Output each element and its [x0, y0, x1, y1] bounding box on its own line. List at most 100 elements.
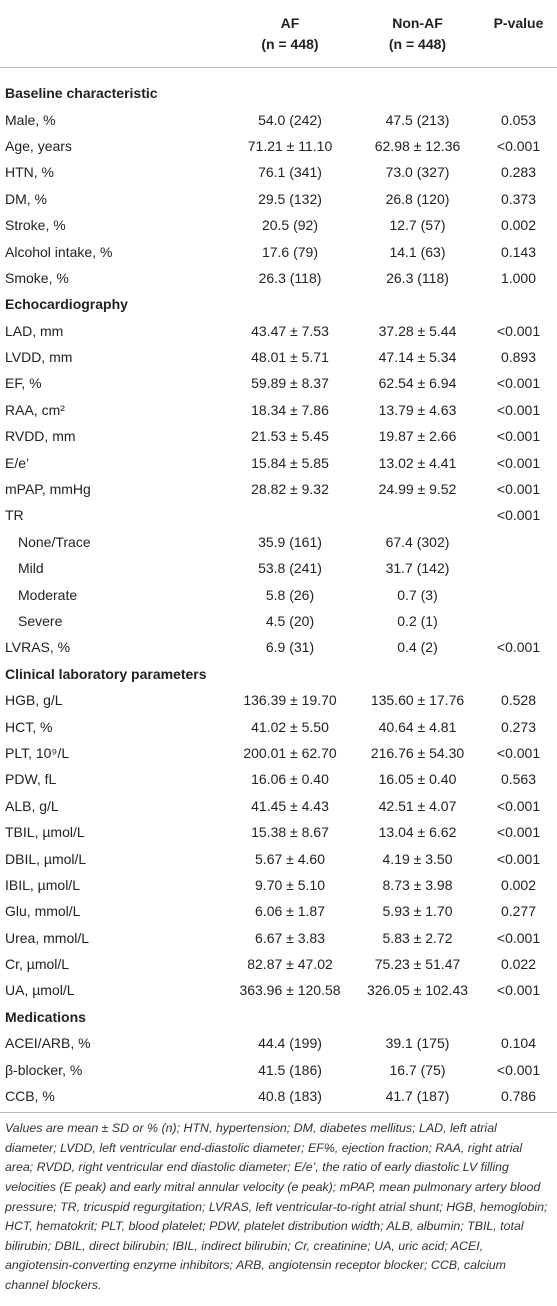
cell: 17.6 (79) — [261, 243, 319, 260]
column-sub: (n = 448) — [388, 35, 447, 52]
cell: 31.7 (142) — [385, 560, 450, 577]
cell: 9.70 ± 5.10 — [255, 876, 325, 893]
cell: <0.001 — [496, 982, 541, 999]
table-row: HTN, % 76.1 (341) 73.0 (327) 0.283 — [0, 159, 557, 185]
table-row: HCT, % 41.02 ± 5.50 40.64 ± 4.81 0.273 — [0, 713, 557, 739]
cell: 47.14 ± 5.34 — [378, 349, 457, 366]
cell: 5.83 ± 2.72 — [382, 929, 453, 946]
table-row: DM, % 29.5 (132) 26.8 (120) 0.373 — [0, 186, 557, 212]
cell: 326.05 ± 102.43 — [366, 982, 469, 999]
table-row: β-blocker, % 41.5 (186) 16.7 (75) <0.001 — [0, 1056, 557, 1082]
row-label: HCT, % — [5, 718, 53, 735]
cell: 26.3 (118) — [258, 269, 322, 286]
cell: 75.23 ± 51.47 — [374, 956, 461, 973]
cell: 1.000 — [500, 269, 537, 286]
cell: 44.4 (199) — [258, 1035, 322, 1052]
header-row: AF (n = 448) Non-AF (n = 448) P-value — [0, 0, 557, 68]
cell: 0.563 — [500, 771, 537, 788]
table-row: Male, % 54.0 (242) 47.5 (213) 0.053 — [0, 106, 557, 132]
data-table: AF (n = 448) Non-AF (n = 448) P-value Base… — [0, 0, 557, 1114]
cell: 37.28 ± 5.44 — [378, 322, 457, 339]
cell: <0.001 — [496, 137, 541, 154]
table-row: Stroke, % 20.5 (92) 12.7 (57) 0.002 — [0, 212, 557, 238]
table-row: EF, % 59.89 ± 8.37 62.54 ± 6.94 <0.001 — [0, 370, 557, 396]
cell: 5.93 ± 1.70 — [382, 903, 453, 920]
cell: 16.05 ± 0.40 — [378, 771, 457, 788]
cell: 14.1 (63) — [389, 243, 446, 260]
cell: 20.5 (92) — [261, 217, 319, 234]
row-label: ALB, g/L — [5, 797, 59, 814]
cell: 0.786 — [480, 1082, 557, 1114]
table-row: RVDD, mm 21.53 ± 5.45 19.87 ± 2.66 <0.001 — [0, 423, 557, 449]
row-label: IBIL, µmol/L — [5, 876, 80, 893]
cell: 15.84 ± 5.85 — [251, 454, 329, 471]
cell — [480, 529, 557, 555]
cell: 0.277 — [500, 903, 537, 920]
table-row: RAA, cm² 18.34 ± 7.86 13.79 ± 4.63 <0.001 — [0, 397, 557, 423]
cell: 29.5 (132) — [258, 190, 322, 207]
table-row: PDW, fL 16.06 ± 0.40 16.05 ± 0.40 0.563 — [0, 766, 557, 792]
cell: 15.38 ± 8.67 — [251, 824, 329, 841]
cell: 0.053 — [500, 111, 537, 128]
section-row: Clinical laboratory parameters — [0, 661, 557, 687]
row-label: LVRAS, % — [5, 639, 71, 656]
table-row: PLT, 10⁹/L 200.01 ± 62.70 216.76 ± 54.30 <0… — [0, 740, 557, 766]
cell: 136.39 ± 19.70 — [243, 692, 337, 709]
cell: 12.7 (57) — [389, 217, 446, 234]
cell: <0.001 — [496, 322, 541, 339]
table-row: mPAP, mmHg 28.82 ± 9.32 24.99 ± 9.52 <0.001 — [0, 476, 557, 502]
table-row: Glu, mmol/L 6.06 ± 1.87 5.93 ± 1.70 0.277 — [0, 898, 557, 924]
row-label: Alcohol intake, % — [5, 243, 113, 260]
row-label: TBIL, µmol/L — [5, 824, 85, 841]
cell: <0.001 — [496, 797, 541, 814]
cell: 0.022 — [500, 956, 537, 973]
table-header: AF (n = 448) Non-AF (n = 448) P-value — [0, 0, 557, 68]
cell: <0.001 — [496, 481, 541, 498]
cell: <0.001 — [496, 824, 541, 841]
cell: 0.002 — [500, 876, 537, 893]
cell: 62.54 ± 6.94 — [378, 375, 457, 392]
row-label: β-blocker, % — [5, 1061, 83, 1078]
cell: 16.7 (75) — [389, 1061, 446, 1078]
cell: 5.67 ± 4.60 — [255, 850, 325, 867]
cell: 0.104 — [500, 1035, 537, 1052]
cell: 39.1 (175) — [385, 1035, 450, 1052]
footnote: Values are mean ± SD or % (n); HTN, hype… — [5, 1121, 548, 1292]
table-row: HGB, g/L 136.39 ± 19.70 135.60 ± 17.76 0.52… — [0, 687, 557, 713]
column-name: Non-AF — [392, 14, 443, 31]
table-row: Urea, mmol/L 6.67 ± 3.83 5.83 ± 2.72 <0.001 — [0, 925, 557, 951]
cell: 0.002 — [500, 217, 537, 234]
cell: 26.8 (120) — [385, 190, 450, 207]
table-body: Baseline characteristic Male, % 54.0 (242)… — [0, 68, 557, 1114]
cell: 0.893 — [500, 349, 537, 366]
row-label: UA, µmol/L — [5, 982, 75, 999]
cell: 43.47 ± 7.53 — [251, 322, 329, 339]
row-label: EF, % — [5, 375, 42, 392]
section-row: Baseline characteristic — [0, 68, 557, 107]
cell: 18.34 ± 7.86 — [251, 401, 329, 418]
cell: 76.1 (341) — [258, 164, 322, 181]
row-label: HTN, % — [5, 164, 54, 181]
column-sub: (n = 448) — [261, 35, 319, 52]
cell: 41.02 ± 5.50 — [251, 718, 329, 735]
row-label: mPAP, mmHg — [5, 481, 91, 498]
table-row: ALB, g/L 41.45 ± 4.43 42.51 ± 4.07 <0.001 — [0, 793, 557, 819]
row-label: Cr, µmol/L — [5, 956, 70, 973]
row-label: Mild — [18, 560, 44, 577]
cell: 47.5 (213) — [385, 111, 450, 128]
cell: 4.5 (20) — [265, 613, 315, 629]
section-title: Clinical laboratory parameters — [5, 665, 207, 682]
cell: 73.0 (327) — [385, 164, 450, 181]
section-row: Echocardiography — [0, 291, 557, 317]
cell — [355, 502, 480, 528]
cell: 0.2 (1) — [397, 613, 438, 629]
header-cell: P-value — [480, 0, 557, 68]
cell: <0.001 — [496, 401, 541, 418]
table-row: Age, years 71.21 ± 11.10 62.98 ± 12.36 <0.0… — [0, 133, 557, 159]
cell: 8.73 ± 3.98 — [382, 876, 453, 893]
table-row: LAD, mm 43.47 ± 7.53 37.28 ± 5.44 <0.001 — [0, 318, 557, 344]
cell: 24.99 ± 9.52 — [378, 481, 457, 498]
cell: <0.001 — [496, 428, 541, 445]
cell: 13.79 ± 4.63 — [378, 401, 457, 418]
cell: 41.5 (186) — [258, 1061, 322, 1078]
